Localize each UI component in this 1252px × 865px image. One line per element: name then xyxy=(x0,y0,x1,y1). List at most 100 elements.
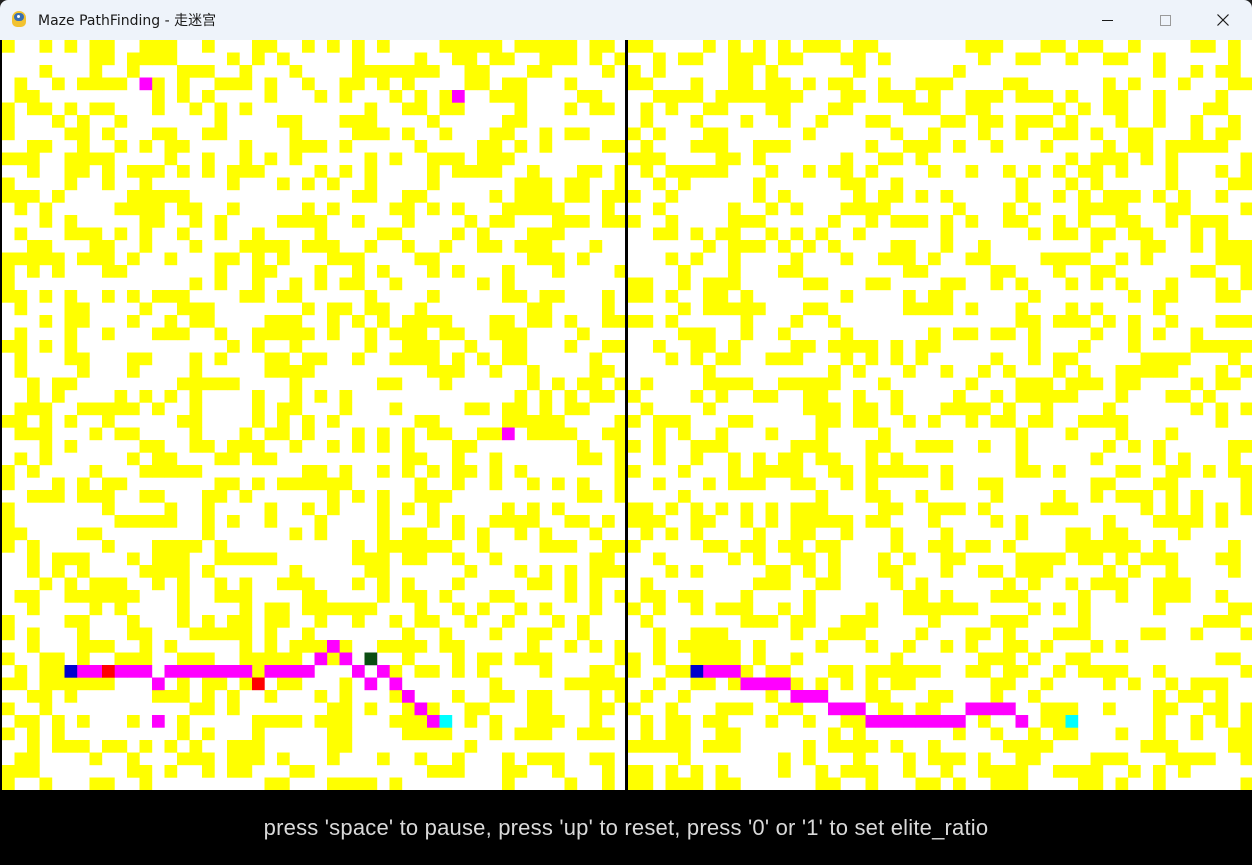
wall-cell xyxy=(765,390,779,403)
close-button[interactable] xyxy=(1194,0,1252,40)
wall-cell xyxy=(1178,752,1191,766)
wall-cell xyxy=(1240,277,1252,291)
wall-cell xyxy=(577,127,590,141)
wall-cell xyxy=(1103,152,1116,166)
wall-cell xyxy=(1103,702,1116,716)
wall-cell xyxy=(790,202,804,216)
wall-cell xyxy=(139,302,153,316)
wall-cell xyxy=(489,515,503,528)
wall-cell xyxy=(264,240,278,253)
wall-cell xyxy=(903,90,916,103)
wall-cell xyxy=(489,152,503,166)
wall-cell xyxy=(1003,652,1016,666)
wall-cell xyxy=(514,602,528,616)
wall-cell xyxy=(928,752,941,766)
wall-cell xyxy=(853,740,866,753)
wall-cell xyxy=(840,77,854,91)
wall-cell xyxy=(1153,665,1166,678)
wall-cell xyxy=(152,577,165,591)
wall-cell xyxy=(1078,340,1091,353)
wall-cell xyxy=(89,77,103,91)
wall-cell xyxy=(628,65,641,78)
wall-cell xyxy=(39,652,53,666)
wall-cell xyxy=(703,127,716,141)
wall-cell xyxy=(1078,527,1091,541)
wall-cell xyxy=(364,115,378,128)
wall-cell xyxy=(715,540,729,553)
wall-cell xyxy=(628,190,641,203)
wall-cell xyxy=(64,177,78,191)
wall-cell xyxy=(940,465,954,478)
maximize-button[interactable] xyxy=(1136,0,1194,40)
wall-cell xyxy=(64,302,78,316)
title-bar[interactable]: Maze PathFinding - 走迷宫 xyxy=(0,0,1252,40)
wall-cell xyxy=(414,190,428,203)
wall-cell xyxy=(27,590,40,603)
wall-cell xyxy=(227,690,240,703)
wall-cell xyxy=(89,40,103,53)
wall-cell xyxy=(1040,390,1054,403)
wall-cell xyxy=(264,777,278,790)
wall-cell xyxy=(978,715,991,728)
wall-cell xyxy=(790,527,804,541)
wall-cell xyxy=(64,227,78,241)
wall-cell xyxy=(389,227,403,241)
wall-cell xyxy=(653,65,666,78)
wall-cell xyxy=(940,765,954,778)
wall-cell xyxy=(427,65,440,78)
wall-cell xyxy=(239,290,253,303)
path-cell xyxy=(364,677,378,691)
wall-cell xyxy=(1190,715,1204,728)
wall-cell xyxy=(52,77,65,91)
wall-cell xyxy=(552,427,565,441)
wall-cell xyxy=(1040,565,1054,578)
wall-cell xyxy=(589,665,603,678)
wall-cell xyxy=(978,665,991,678)
wall-cell xyxy=(164,290,178,303)
wall-cell xyxy=(52,252,65,266)
wall-cell xyxy=(1078,252,1091,266)
wall-cell xyxy=(1115,390,1129,403)
wall-cell xyxy=(1153,715,1166,728)
wall-cell xyxy=(1153,440,1166,453)
wall-cell xyxy=(890,452,904,466)
wall-cell xyxy=(1240,752,1252,766)
wall-cell xyxy=(1040,40,1054,53)
wall-cell xyxy=(853,390,866,403)
wall-cell xyxy=(1190,377,1204,391)
wall-cell xyxy=(139,777,153,790)
wall-cell xyxy=(14,752,28,766)
wall-cell xyxy=(502,265,515,278)
wall-cell xyxy=(164,52,178,66)
wall-cell xyxy=(940,440,954,453)
wall-cell xyxy=(152,40,165,53)
wall-cell xyxy=(14,677,28,691)
wall-cell xyxy=(1128,465,1141,478)
wall-cell xyxy=(164,690,178,703)
wall-cell xyxy=(1028,352,1041,366)
wall-cell xyxy=(1228,252,1241,266)
wall-cell xyxy=(289,340,303,353)
wall-cell xyxy=(614,440,627,453)
wall-cell xyxy=(715,765,729,778)
minimize-button[interactable] xyxy=(1078,0,1136,40)
wall-cell xyxy=(402,540,415,553)
wall-cell xyxy=(765,715,779,728)
wall-cell xyxy=(928,290,941,303)
wall-cell xyxy=(189,352,203,366)
wall-cell xyxy=(1065,627,1079,641)
wall-cell xyxy=(489,677,503,691)
wall-cell xyxy=(878,440,891,453)
path-cell xyxy=(803,690,816,703)
wall-cell xyxy=(289,377,303,391)
path-cell xyxy=(114,665,128,678)
wall-cell xyxy=(915,465,929,478)
path-cell xyxy=(339,652,353,666)
wall-cell xyxy=(915,352,929,366)
wall-cell xyxy=(139,40,153,53)
wall-cell xyxy=(1228,565,1241,578)
wall-cell xyxy=(502,752,515,766)
wall-cell xyxy=(828,540,841,553)
wall-cell xyxy=(640,115,654,128)
wall-cell xyxy=(589,752,603,766)
